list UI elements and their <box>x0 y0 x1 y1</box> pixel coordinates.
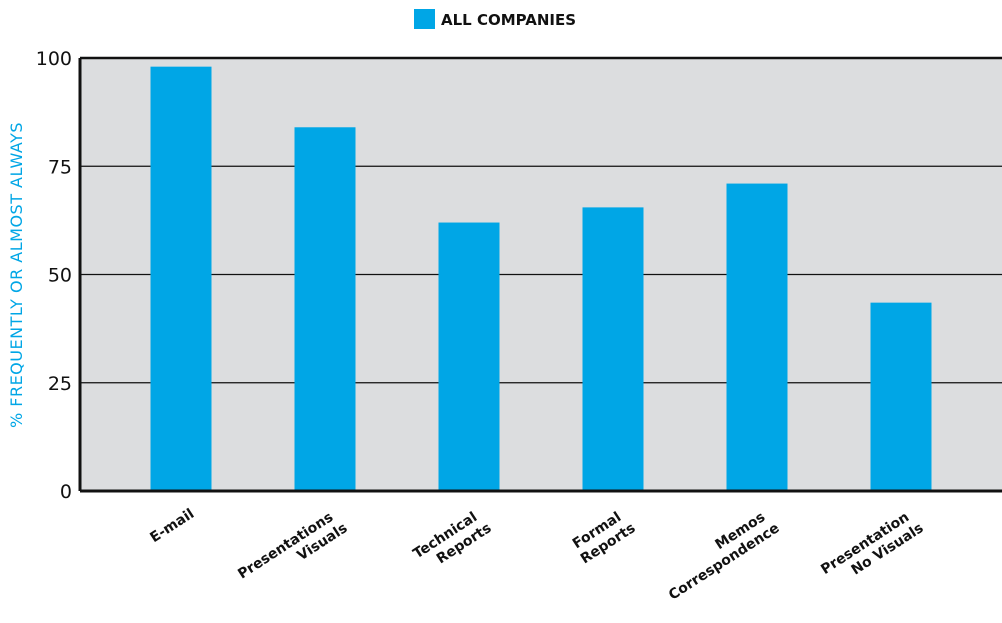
y-tick-label: 0 <box>60 481 72 503</box>
x-tick-label-text: TechnicalReports <box>410 506 494 577</box>
y-tick-label: 75 <box>48 156 72 178</box>
y-tick-label: 50 <box>48 265 72 287</box>
axes <box>78 56 1002 493</box>
bar <box>294 127 356 491</box>
x-tick-label: FormalReports <box>569 506 639 567</box>
bar <box>150 66 212 491</box>
y-tick-labels: 0 25 50 75 100 <box>36 48 72 503</box>
y-axis-title: % FREQUENTLY OR ALMOST ALWAYS <box>7 122 26 428</box>
bar <box>438 222 500 492</box>
x-tick-label-line: E-mail <box>147 506 197 546</box>
bars <box>150 66 932 492</box>
x-tick-label-text: PresentationNo Visuals <box>818 506 926 592</box>
x-tick-label-text: FormalReports <box>569 506 639 567</box>
x-tick-label-text: PresentationsVisuals <box>235 506 350 597</box>
legend-swatch <box>414 9 435 29</box>
x-tick-label-text: MemosCorrespondence <box>657 506 783 604</box>
y-tick-label: 25 <box>48 373 72 395</box>
gridlines <box>80 165 1002 384</box>
legend-label: ALL COMPANIES <box>441 11 576 29</box>
x-tick-label: PresentationNo Visuals <box>818 506 926 592</box>
x-tick-label: E-mail <box>147 506 197 546</box>
x-tick-label: MemosCorrespondence <box>657 506 783 604</box>
bar <box>870 302 932 491</box>
bar <box>582 207 644 491</box>
y-tick-label: 100 <box>36 48 72 70</box>
legend: ALL COMPANIES <box>414 9 576 29</box>
x-tick-label-text: E-mail <box>147 506 197 546</box>
x-tick-labels: E-mail PresentationsVisuals TechnicalRepor… <box>147 506 926 604</box>
bar <box>726 183 788 491</box>
x-tick-label: TechnicalReports <box>410 506 494 577</box>
x-tick-label: PresentationsVisuals <box>235 506 350 597</box>
